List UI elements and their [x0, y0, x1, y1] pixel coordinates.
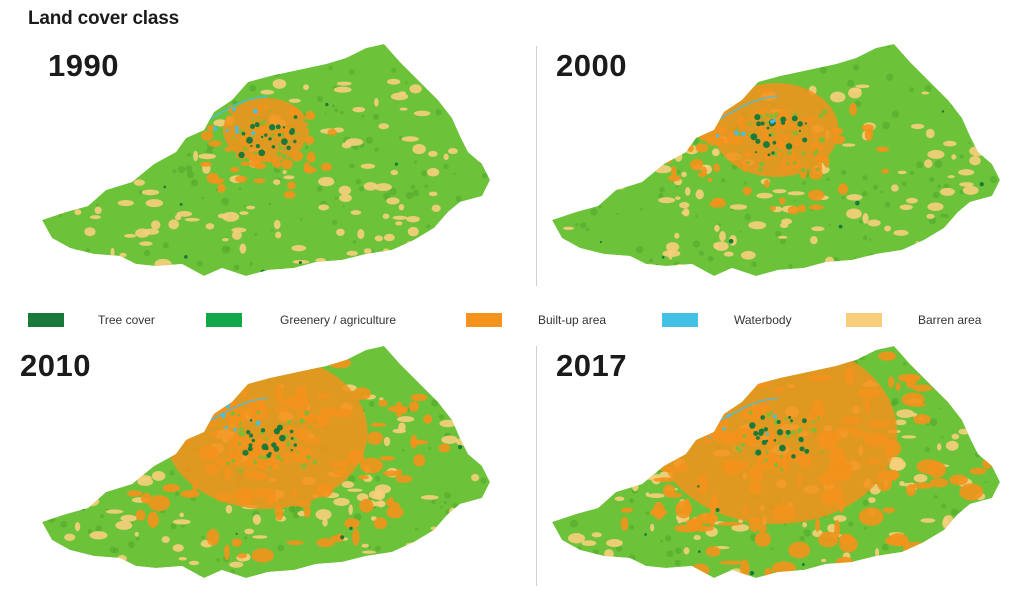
- legend-label-built-up: Built-up area: [538, 313, 607, 327]
- land-cover-map-2010: [42, 346, 490, 578]
- legend: Tree cover Greenery / agriculture Built-…: [0, 308, 1024, 332]
- legend-label-barren: Barren area: [918, 313, 982, 327]
- legend-label-greenery: Greenery / agriculture: [280, 313, 397, 327]
- land-cover-map-2000: [552, 44, 1000, 276]
- map-fill: [552, 44, 1000, 276]
- divider-top: [536, 46, 537, 286]
- legend-swatch-tree-cover: [28, 313, 64, 327]
- legend-swatch-waterbody: [662, 313, 698, 327]
- page-title: Land cover class: [28, 8, 179, 29]
- year-label-2000: 2000: [556, 48, 627, 83]
- divider-bottom: [536, 346, 537, 586]
- legend-label-waterbody: Waterbody: [734, 313, 792, 327]
- legend-item-greenery: [206, 308, 242, 332]
- legend-item-barren: [846, 308, 882, 332]
- legend-item-waterbody: [662, 308, 698, 332]
- legend-swatch-greenery: [206, 313, 242, 327]
- map-fill: [42, 44, 490, 276]
- map-fill: [42, 346, 490, 578]
- year-label-2017: 2017: [556, 348, 627, 383]
- legend-item-tree-cover: [28, 308, 64, 332]
- legend-label-tree-cover: Tree cover: [98, 313, 155, 327]
- legend-item-built-up: [466, 308, 502, 332]
- year-label-1990: 1990: [48, 48, 119, 83]
- map-fill: [552, 346, 1000, 578]
- year-label-2010: 2010: [20, 348, 91, 383]
- land-cover-map-2017: [552, 346, 1000, 578]
- land-cover-map-1990: [42, 44, 490, 276]
- legend-swatch-barren: [846, 313, 882, 327]
- legend-swatch-built-up: [466, 313, 502, 327]
